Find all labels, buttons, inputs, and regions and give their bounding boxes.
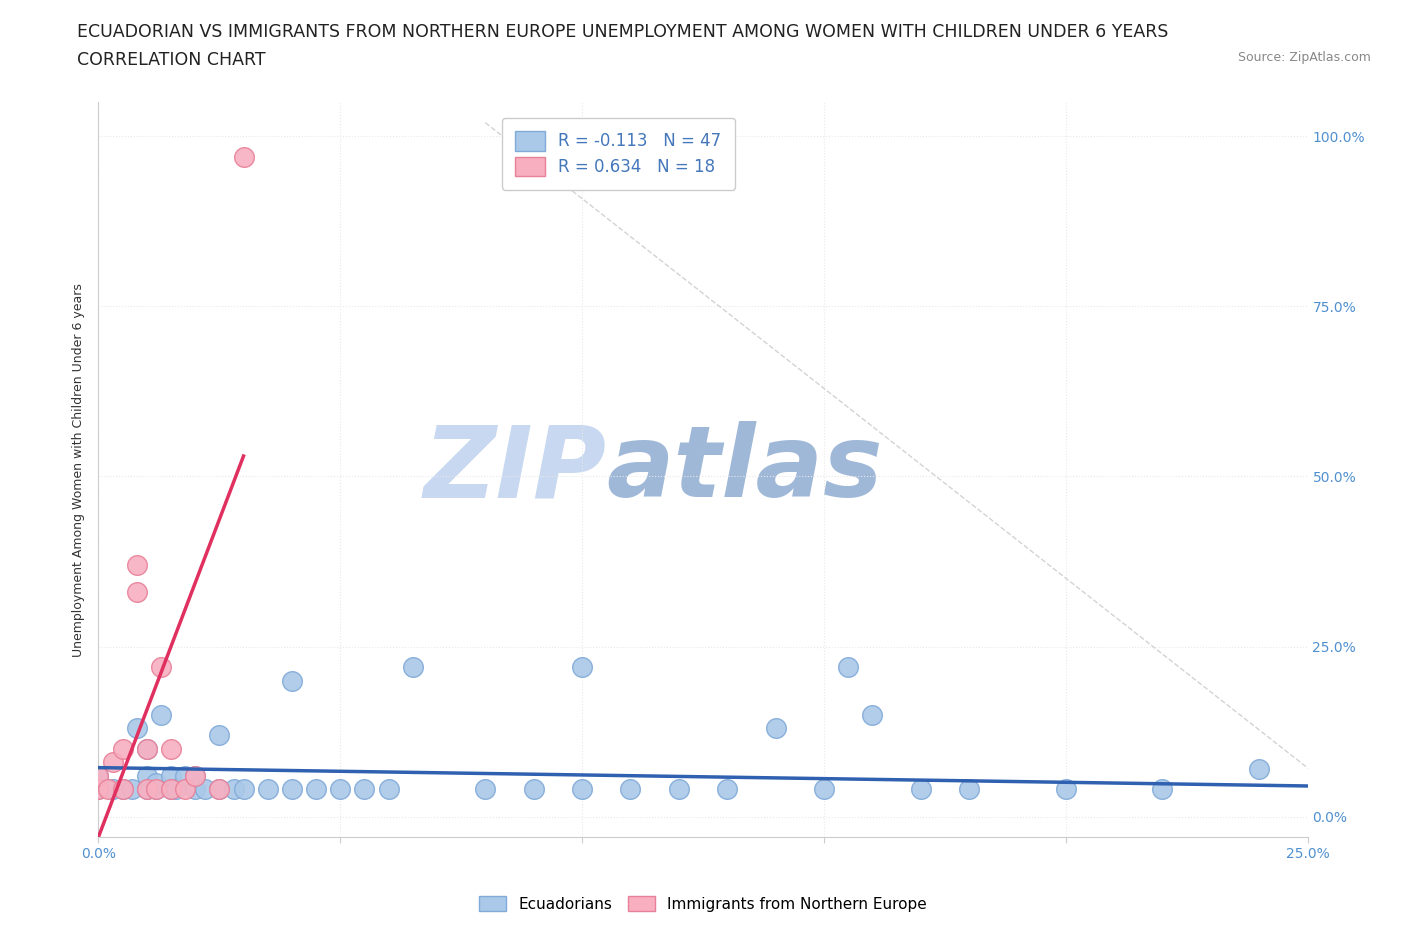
Point <box>765 721 787 736</box>
Point <box>160 768 183 783</box>
Legend: Ecuadorians, Immigrants from Northern Europe: Ecuadorians, Immigrants from Northern Eu… <box>472 889 934 918</box>
Point <box>668 782 690 797</box>
Point <box>150 659 173 674</box>
Point <box>174 768 197 783</box>
Point <box>145 782 167 797</box>
Point <box>145 775 167 790</box>
Point <box>160 741 183 756</box>
Point <box>87 768 110 783</box>
Point <box>329 782 352 797</box>
Point <box>145 782 167 797</box>
Point <box>305 782 328 797</box>
Point <box>135 768 157 783</box>
Point <box>184 782 207 797</box>
Point <box>150 707 173 722</box>
Point <box>127 585 149 600</box>
Point <box>184 768 207 783</box>
Point <box>474 782 496 797</box>
Text: Source: ZipAtlas.com: Source: ZipAtlas.com <box>1237 51 1371 64</box>
Point <box>101 782 124 797</box>
Point <box>716 782 738 797</box>
Point <box>813 782 835 797</box>
Point <box>127 557 149 572</box>
Point <box>121 782 143 797</box>
Point <box>619 782 641 797</box>
Point <box>101 755 124 770</box>
Point <box>174 782 197 797</box>
Point <box>111 782 134 797</box>
Legend: R = -0.113   N = 47, R = 0.634   N = 18: R = -0.113 N = 47, R = 0.634 N = 18 <box>502 118 735 190</box>
Point <box>87 768 110 783</box>
Point <box>281 782 304 797</box>
Y-axis label: Unemployment Among Women with Children Under 6 years: Unemployment Among Women with Children U… <box>72 283 86 657</box>
Point <box>353 782 375 797</box>
Point <box>111 741 134 756</box>
Point <box>232 782 254 797</box>
Text: ECUADORIAN VS IMMIGRANTS FROM NORTHERN EUROPE UNEMPLOYMENT AMONG WOMEN WITH CHIL: ECUADORIAN VS IMMIGRANTS FROM NORTHERN E… <box>77 23 1168 41</box>
Point <box>910 782 932 797</box>
Point <box>957 782 980 797</box>
Point <box>135 741 157 756</box>
Point <box>87 782 110 797</box>
Point <box>571 659 593 674</box>
Point <box>87 782 110 797</box>
Text: ZIP: ZIP <box>423 421 606 518</box>
Point <box>222 782 245 797</box>
Point <box>208 782 231 797</box>
Point <box>860 707 883 722</box>
Point <box>256 782 278 797</box>
Point <box>208 782 231 797</box>
Point <box>523 782 546 797</box>
Point <box>135 741 157 756</box>
Point <box>1054 782 1077 797</box>
Point <box>1249 762 1271 777</box>
Point <box>184 768 207 783</box>
Point <box>194 782 217 797</box>
Point <box>160 782 183 797</box>
Point <box>402 659 425 674</box>
Point <box>377 782 399 797</box>
Point <box>127 721 149 736</box>
Point <box>135 782 157 797</box>
Point <box>281 673 304 688</box>
Point <box>208 727 231 742</box>
Point <box>232 150 254 165</box>
Text: atlas: atlas <box>606 421 883 518</box>
Point <box>837 659 859 674</box>
Point <box>160 782 183 797</box>
Point <box>165 782 187 797</box>
Point <box>135 782 157 797</box>
Point <box>571 782 593 797</box>
Point <box>111 782 134 797</box>
Text: CORRELATION CHART: CORRELATION CHART <box>77 51 266 69</box>
Point <box>97 782 120 797</box>
Point <box>1152 782 1174 797</box>
